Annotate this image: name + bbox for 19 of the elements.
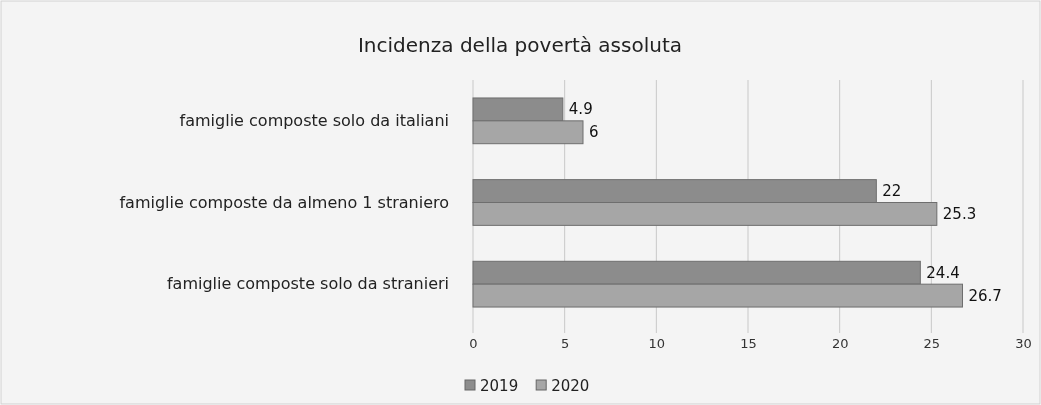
x-tick-label: 15	[740, 336, 757, 352]
legend-label: 2020	[551, 377, 590, 395]
y-tick-label: famiglie composte solo da stranieri	[166, 274, 449, 294]
x-tick-label: 0	[469, 336, 478, 352]
y-tick-label: famiglie composte da almeno 1 straniero	[119, 192, 449, 212]
data-label: 4.9	[568, 100, 593, 119]
x-tick-label: 10	[648, 336, 666, 352]
data-label: 22	[882, 182, 902, 201]
x-tick-label: 25	[923, 336, 941, 352]
chart-title: Incidenza della povertà assoluta	[357, 33, 683, 57]
data-label: 26.7	[968, 286, 1002, 305]
data-label: 6	[589, 123, 599, 142]
legend-label: 2019	[480, 377, 519, 395]
x-tick-label: 30	[1015, 336, 1032, 352]
x-tick-label: 20	[831, 336, 849, 352]
data-label: 24.4	[926, 263, 960, 282]
data-label: 25.3	[942, 204, 977, 223]
y-tick-label: famiglie composte solo da italiani	[179, 110, 449, 130]
x-tick-label: 5	[561, 336, 570, 352]
